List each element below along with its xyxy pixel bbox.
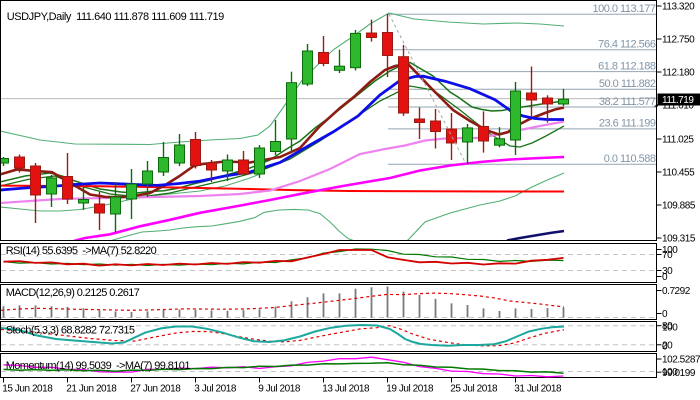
svg-text:110.455: 110.455 xyxy=(662,168,695,179)
svg-text:23.6 111.199: 23.6 111.199 xyxy=(599,118,656,130)
svg-text:109.315: 109.315 xyxy=(662,234,696,245)
svg-text:20: 20 xyxy=(662,340,673,351)
svg-text:111.025: 111.025 xyxy=(662,135,694,146)
svg-text:102.5287: 102.5287 xyxy=(662,355,700,366)
svg-text:RSI(14) 55.6395 ->MA(7) 52.82: RSI(14) 55.6395 ->MA(7) 52.8220 xyxy=(6,245,157,257)
svg-text:21 Jun 2018: 21 Jun 2018 xyxy=(66,384,117,395)
svg-text:50.0 111.882: 50.0 111.882 xyxy=(599,78,656,90)
svg-text:15 Jun 2018: 15 Jun 2018 xyxy=(2,384,53,395)
svg-text:100.0 113.177: 100.0 113.177 xyxy=(592,3,655,15)
svg-text:109.885: 109.885 xyxy=(662,201,696,212)
svg-text:99.0199: 99.0199 xyxy=(662,368,696,379)
svg-text:100: 100 xyxy=(662,245,678,256)
svg-text:0.0 110.588: 0.0 110.588 xyxy=(604,153,656,165)
svg-text:38.2 111.577: 38.2 111.577 xyxy=(599,96,656,108)
svg-text:112.180: 112.180 xyxy=(662,68,695,79)
svg-text:Stoch(5,3,3) 68.8282 72.7315: Stoch(5,3,3) 68.8282 72.7315 xyxy=(6,325,135,337)
svg-text:113.320: 113.320 xyxy=(662,2,695,13)
svg-text:Momentum(14) 99.5039 ->MA(7): Momentum(14) 99.5039 ->MA(7) 99.8101 xyxy=(6,360,191,372)
svg-text:30: 30 xyxy=(662,266,673,277)
svg-text:0: 0 xyxy=(662,309,668,320)
svg-text:9 Jul 2018: 9 Jul 2018 xyxy=(258,384,301,395)
svg-text:70: 70 xyxy=(662,250,673,261)
svg-text:USDJPY,Daily 111.640 111.878: USDJPY,Daily 111.640 111.878 111.609 111… xyxy=(7,11,224,23)
svg-text:61.8 112.188: 61.8 112.188 xyxy=(598,60,656,72)
svg-text:111.610: 111.610 xyxy=(662,101,694,112)
svg-text:27 Jun 2018: 27 Jun 2018 xyxy=(130,384,181,395)
svg-text:100: 100 xyxy=(662,367,678,378)
svg-text:111.719: 111.719 xyxy=(662,95,694,106)
svg-text:76.4 112.566: 76.4 112.566 xyxy=(598,39,656,51)
svg-text:80: 80 xyxy=(662,321,673,332)
svg-text:19 Jul 2018: 19 Jul 2018 xyxy=(386,384,434,395)
svg-text:MACD(12,26,9) 0.2125 0.2617: MACD(12,26,9) 0.2125 0.2617 xyxy=(6,287,140,299)
svg-text:0: 0 xyxy=(662,272,668,283)
svg-text:112.750: 112.750 xyxy=(662,35,695,46)
svg-text:100: 100 xyxy=(662,323,678,334)
svg-text:3 Jul 2018: 3 Jul 2018 xyxy=(194,384,237,395)
svg-text:0: 0 xyxy=(662,341,668,352)
svg-text:25 Jul 2018: 25 Jul 2018 xyxy=(450,384,498,395)
svg-text:13 Jul 2018: 13 Jul 2018 xyxy=(322,384,370,395)
svg-text:0.7292: 0.7292 xyxy=(662,286,691,297)
svg-text:31 Jul 2018: 31 Jul 2018 xyxy=(514,384,562,395)
